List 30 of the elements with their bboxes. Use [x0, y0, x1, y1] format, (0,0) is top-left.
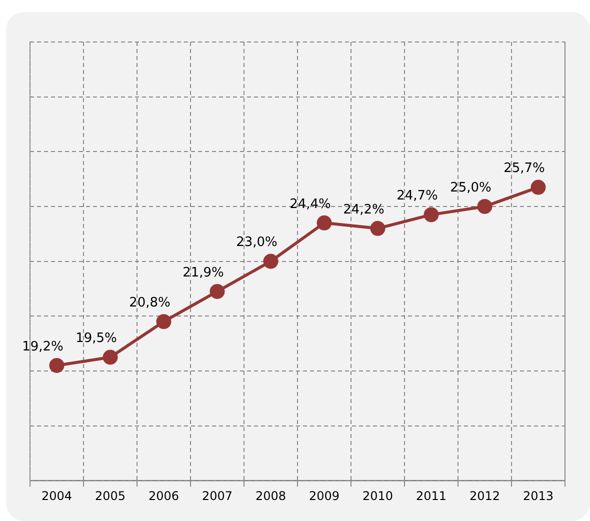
- point: [263, 254, 278, 269]
- data-label: 23,0%: [236, 235, 278, 250]
- point: [477, 198, 492, 214]
- point: [530, 180, 546, 195]
- x-tick-label: 2013: [522, 488, 554, 503]
- x-tick-label: 2005: [94, 488, 126, 503]
- point: [424, 207, 439, 222]
- point: [316, 215, 332, 230]
- data-label: 24,2%: [343, 202, 384, 218]
- point: [49, 358, 64, 373]
- data-label: 25,0%: [450, 180, 492, 196]
- data-label: 24,4%: [290, 196, 331, 212]
- data-label: 25,7%: [504, 161, 545, 176]
- x-tick-label: 2006: [148, 488, 180, 503]
- data-label: 21,9%: [182, 265, 224, 280]
- x-tick-label: 2004: [41, 488, 72, 503]
- data-label: 20,8%: [129, 295, 170, 310]
- x-tick-label: 2011: [416, 488, 447, 503]
- point: [102, 350, 118, 365]
- x-tick-label: 2009: [308, 488, 340, 503]
- x-tick-label: 2007: [202, 488, 233, 503]
- x-tick-label: 2012: [469, 488, 500, 503]
- x-tick-label: 2010: [362, 488, 394, 503]
- point: [370, 220, 386, 236]
- data-label: 24,7%: [396, 188, 438, 204]
- data-label: 19,5%: [76, 331, 117, 346]
- point: [210, 284, 225, 299]
- x-tick-label: 2008: [255, 488, 286, 503]
- data-label: 19,2%: [22, 339, 64, 354]
- point: [156, 314, 172, 330]
